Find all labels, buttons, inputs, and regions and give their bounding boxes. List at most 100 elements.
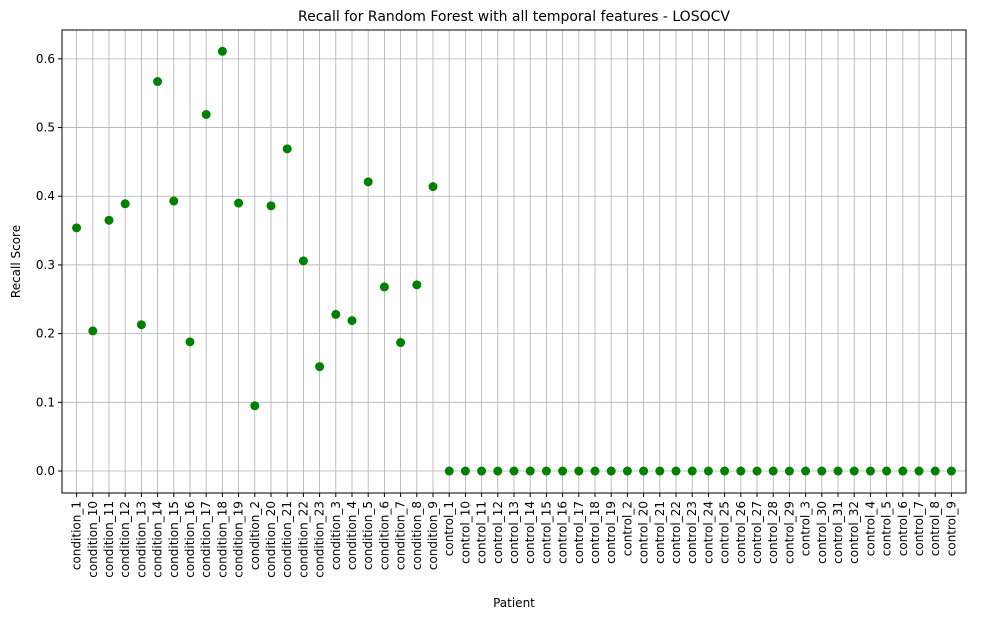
x-tick-label: control_25 [718, 501, 732, 564]
data-point [250, 401, 260, 411]
x-tick-label: condition_7 [394, 501, 408, 570]
y-axis-label: Recall Score [9, 225, 23, 298]
data-point [509, 466, 519, 476]
x-tick-label: control_20 [637, 501, 651, 564]
data-point [541, 466, 551, 476]
data-point [655, 466, 665, 476]
x-tick-label: condition_20 [264, 501, 278, 578]
data-point [622, 466, 632, 476]
x-tick-label: control_19 [604, 501, 618, 564]
x-tick-label: control_24 [701, 501, 715, 564]
x-tick-label: control_2 [620, 501, 634, 556]
x-tick-label: condition_14 [151, 501, 165, 578]
x-tick-label: control_3 [799, 501, 813, 556]
data-point [363, 177, 373, 187]
x-tick-label: condition_10 [86, 501, 100, 578]
y-tick-label: 0.6 [36, 52, 55, 66]
data-point [412, 280, 422, 290]
data-point [185, 337, 195, 347]
data-point [525, 466, 535, 476]
x-tick-label: condition_23 [313, 501, 327, 578]
x-tick-label: control_8 [928, 501, 942, 556]
data-point [120, 199, 130, 209]
x-tick-label: condition_16 [183, 501, 197, 578]
y-tick-label: 0.1 [36, 395, 55, 409]
data-point [136, 320, 146, 330]
data-point [768, 466, 778, 476]
x-tick-label: control_11 [475, 501, 489, 564]
data-point [914, 466, 924, 476]
x-tick-label: control_13 [507, 501, 521, 564]
data-point [460, 466, 470, 476]
data-point [558, 466, 568, 476]
x-tick-label: control_23 [685, 501, 699, 564]
x-tick-label: control_17 [572, 501, 586, 564]
data-point [169, 196, 179, 206]
x-tick-label: control_28 [766, 501, 780, 564]
chart-title: Recall for Random Forest with all tempor… [298, 9, 730, 25]
data-point [104, 215, 114, 225]
x-tick-label: condition_6 [377, 501, 391, 570]
x-tick-label: control_7 [912, 501, 926, 556]
x-tick-label: control_18 [588, 501, 602, 564]
x-tick-label: control_22 [669, 501, 683, 564]
x-tick-label: condition_19 [232, 501, 246, 578]
data-point [720, 466, 730, 476]
data-point [801, 466, 811, 476]
data-point [477, 466, 487, 476]
data-point [379, 282, 389, 292]
x-tick-label: control_5 [880, 501, 894, 556]
data-point [639, 466, 649, 476]
y-tick-label: 0.2 [36, 327, 55, 341]
y-tick-label: 0.4 [36, 189, 55, 203]
x-axis-ticks: condition_1 condition_10 condition_11 condi… [70, 493, 958, 578]
y-tick-label: 0.3 [36, 258, 55, 272]
data-point [606, 466, 616, 476]
x-tick-label: control_21 [653, 501, 667, 564]
data-point [396, 338, 406, 348]
data-points [72, 46, 956, 476]
data-point [347, 316, 357, 326]
x-tick-label: condition_13 [134, 501, 148, 578]
data-point [817, 466, 827, 476]
x-tick-label: condition_4 [345, 501, 359, 570]
data-point [201, 109, 211, 119]
data-point [574, 466, 584, 476]
x-tick-label: control_32 [847, 501, 861, 564]
data-point [298, 256, 308, 266]
y-tick-label: 0.5 [36, 121, 55, 135]
data-point [315, 362, 325, 372]
data-point [217, 46, 227, 56]
x-tick-label: condition_11 [102, 501, 116, 578]
x-tick-label: condition_12 [118, 501, 132, 578]
x-tick-label: control_14 [523, 501, 537, 564]
x-tick-label: control_29 [782, 501, 796, 564]
x-tick-label: condition_1 [70, 501, 84, 570]
data-point [493, 466, 503, 476]
x-tick-label: condition_21 [280, 501, 294, 578]
x-tick-label: condition_9 [426, 501, 440, 570]
data-point [234, 198, 244, 208]
grid-lines [62, 30, 966, 493]
x-axis-label: Patient [493, 596, 535, 610]
data-point [865, 466, 875, 476]
data-point [946, 466, 956, 476]
data-point [687, 466, 697, 476]
data-point [930, 466, 940, 476]
x-tick-label: condition_8 [410, 501, 424, 570]
data-point [752, 466, 762, 476]
data-point [444, 466, 454, 476]
data-point [428, 182, 438, 192]
data-point [736, 466, 746, 476]
data-point [282, 144, 292, 154]
x-tick-label: control_12 [491, 501, 505, 564]
x-tick-label: condition_18 [215, 501, 229, 578]
x-tick-label: control_16 [556, 501, 570, 564]
data-point [833, 466, 843, 476]
data-point [153, 77, 163, 87]
data-point [590, 466, 600, 476]
x-tick-label: control_27 [750, 501, 764, 564]
data-point [671, 466, 681, 476]
